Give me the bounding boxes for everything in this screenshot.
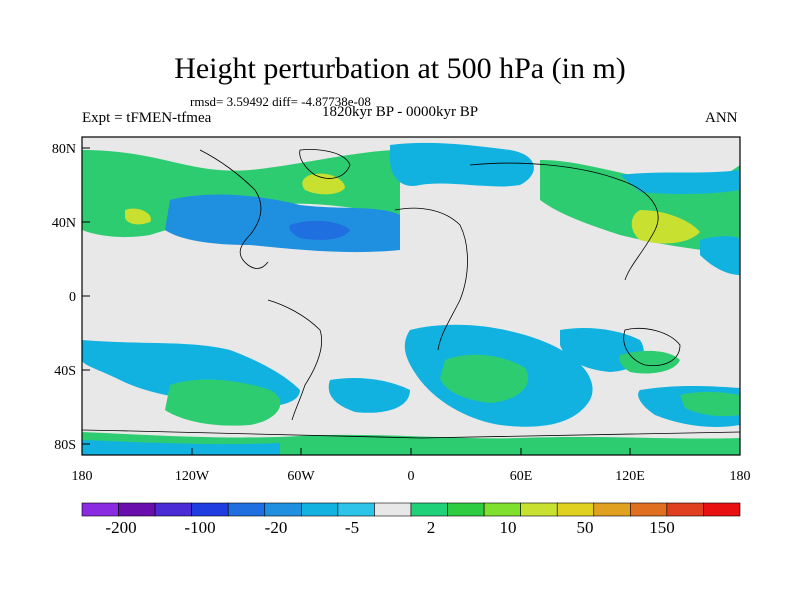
colorbar-swatch <box>447 502 485 517</box>
colorbar-swatch <box>630 502 668 517</box>
contour-positive-north-america <box>82 150 400 238</box>
colorbar-swatch <box>703 502 741 517</box>
contour-positive-southwest-pacific <box>619 350 680 374</box>
lat-tick-40n: 40N <box>52 216 76 231</box>
contour-positive-southern-ocean <box>680 391 740 417</box>
lat-tick-80n: 80N <box>52 142 76 157</box>
lon-tick-0: 0 <box>408 469 415 484</box>
coastlines <box>81 149 741 439</box>
colorbar-swatch <box>154 502 192 517</box>
colorbar-swatch <box>191 502 229 517</box>
colorbar-label-50: 50 <box>577 518 594 537</box>
contour-positive-south-pacific <box>165 379 281 426</box>
lat-tick-40s: 40S <box>54 364 76 379</box>
colorbar-swatch <box>410 502 448 517</box>
coastline-antarctica <box>81 429 741 439</box>
colorbar-swatch <box>374 502 412 517</box>
contour-strong-positive-greenland <box>302 173 345 195</box>
lon-tick-120e: 120E <box>615 469 645 484</box>
colorbar-label-neg200: -200 <box>105 518 136 537</box>
coastline-north-america <box>199 149 269 269</box>
contour-negative-south-atlantic <box>328 378 410 413</box>
contour-fill-group <box>82 142 740 455</box>
colorbar-swatch <box>118 502 156 517</box>
colorbar-label-10: 10 <box>500 518 517 537</box>
contour-negative-east <box>700 236 740 275</box>
contour-strong-positive-asia <box>631 210 700 244</box>
coastline-africa <box>394 207 468 351</box>
coastline-greenland <box>299 149 351 179</box>
colorbar-swatch <box>593 502 631 517</box>
contour-strong-positive-pacific <box>125 208 151 225</box>
colorbar <box>81 502 741 517</box>
contour-negative-core <box>289 220 350 240</box>
colorbar-swatch <box>264 502 302 517</box>
colorbar-swatch <box>337 502 375 517</box>
contour-negative-north-atlantic <box>165 194 400 253</box>
colorbar-label-neg20: -20 <box>265 518 288 537</box>
lon-tick-60e: 60E <box>510 469 533 484</box>
period-label: 1820kyr BP - 0000kyr BP <box>322 104 479 120</box>
contour-negative-antarctic <box>82 440 280 455</box>
colorbar-swatch <box>666 502 704 517</box>
coastline-australia <box>623 328 681 367</box>
stats-label: rmsd= 3.59492 diff= -4.87738e-08 <box>190 94 371 109</box>
coastline-south-america <box>267 299 322 421</box>
colorbar-label-150: 150 <box>649 518 675 537</box>
colorbar-label-neg5: -5 <box>345 518 359 537</box>
lat-tick-0: 0 <box>69 290 76 305</box>
colorbar-swatch <box>520 502 558 517</box>
experiment-label: Expt = tFMEN-tfmea <box>82 110 212 126</box>
lon-tick-60w: 60W <box>287 469 315 484</box>
colorbar-label-2: 2 <box>427 518 436 537</box>
lat-tick-80s: 80S <box>54 438 76 453</box>
lon-tick-180w: 180 <box>72 469 93 484</box>
chart-title: Height perturbation at 500 hPa (in m) <box>174 52 626 85</box>
latitude-axis <box>82 147 90 445</box>
contour-positive-indian <box>440 354 529 403</box>
colorbar-swatch <box>483 502 521 517</box>
colorbar-swatch <box>227 502 266 517</box>
colorbar-swatch <box>301 502 339 517</box>
colorbar-label-neg100: -100 <box>184 518 215 537</box>
lon-tick-120w: 120W <box>175 469 210 484</box>
contour-negative-europe <box>390 142 534 187</box>
colorbar-swatch <box>81 502 119 517</box>
coastline-asia <box>469 162 659 281</box>
colorbar-swatch <box>556 502 595 517</box>
longitude-axis <box>81 448 741 455</box>
contour-negative-east-pacific <box>620 170 740 195</box>
season-label: ANN <box>705 110 738 126</box>
lon-tick-180e: 180 <box>730 469 751 484</box>
